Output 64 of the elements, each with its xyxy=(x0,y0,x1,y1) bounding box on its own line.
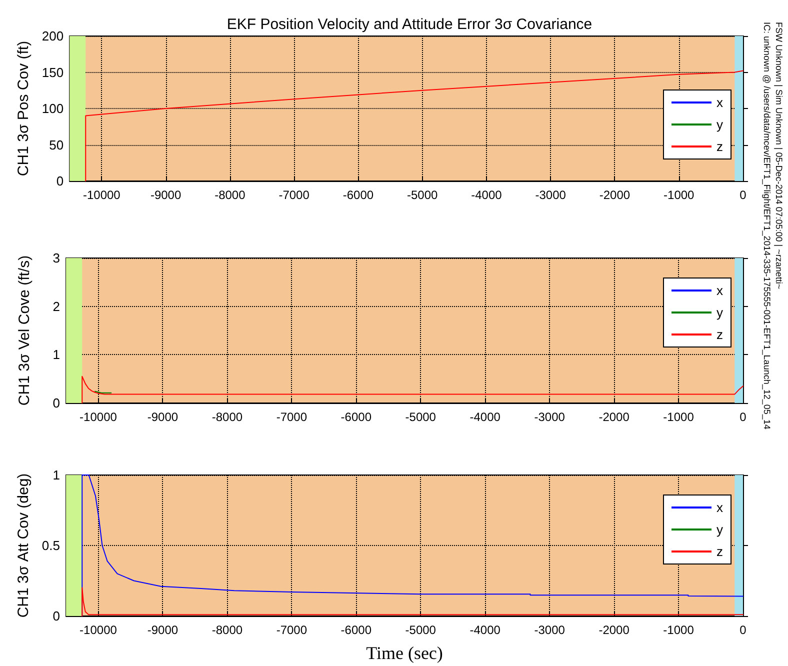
x-tick-label: -9000 xyxy=(150,188,182,202)
x-tick-label: -8000 xyxy=(212,410,243,424)
x-tick-label: -9000 xyxy=(147,623,178,637)
legend-label: z xyxy=(716,544,723,559)
x-tick-label: -6000 xyxy=(342,188,374,202)
x-tick-label: -10000 xyxy=(80,410,118,424)
x-tick-label: -9000 xyxy=(147,410,178,424)
x-axis-title: Time (sec) xyxy=(366,643,443,663)
legend-label: x xyxy=(716,283,724,298)
line-series xyxy=(82,587,744,616)
x-tick-label: -1000 xyxy=(664,188,695,202)
legend-label: y xyxy=(716,305,724,320)
x-tick-label: -1000 xyxy=(663,410,694,424)
x-tick-label: -2000 xyxy=(599,188,630,202)
y-tick-label: 1 xyxy=(52,468,60,482)
x-tick-label: -8000 xyxy=(214,188,246,202)
x-tick-label: -7000 xyxy=(278,188,310,202)
x-tick-label: -6000 xyxy=(340,410,372,424)
x-tick-label: -2000 xyxy=(598,623,630,637)
y-tick-label: 150 xyxy=(42,64,64,80)
y-tick-label: 100 xyxy=(42,101,64,116)
line-series xyxy=(85,70,744,182)
y-tick-label: 0.5 xyxy=(42,538,60,553)
legend-label: y xyxy=(716,522,724,537)
x-tick-label: -10000 xyxy=(80,623,118,637)
x-tick-label: -3000 xyxy=(534,623,566,637)
x-tick-label: -3000 xyxy=(535,188,566,202)
x-tick-label: -5000 xyxy=(405,410,436,424)
y-axis-title: CH1 3σ Vel Cove (ft/s) xyxy=(16,255,33,406)
text: FSW Unknown | Sim Unknown | 05-Dec-2014 07:05:00 | ~rzanetti~ xyxy=(773,22,785,292)
y-axis-title: CH1 3σ Att Cov (deg) xyxy=(15,473,32,618)
text: IC: unknown @ /users/data/mcev/EFT1_Flight/EFT1_2014-335-175555-001-EFT1_Launch_12_05_14 xyxy=(761,22,773,430)
legend-label: z xyxy=(716,139,723,154)
y-tick-label: 200 xyxy=(42,28,64,44)
y-tick-label: 0 xyxy=(56,174,64,188)
x-tick-label: -1000 xyxy=(663,623,694,637)
x-tick-label: -6000 xyxy=(340,623,372,637)
x-tick-label: -2000 xyxy=(598,410,630,424)
y-tick-label: 0 xyxy=(52,396,60,410)
x-tick-label: -4000 xyxy=(471,188,502,202)
x-tick-label: -7000 xyxy=(276,623,308,637)
y-tick-label: 1 xyxy=(52,347,60,362)
legend-label: x xyxy=(716,95,724,110)
legend-label: y xyxy=(716,117,724,132)
x-tick-label: 0 xyxy=(740,188,747,202)
x-tick-label: -7000 xyxy=(276,410,308,424)
chart-title: EKF Position Velocity and Attitude Error 3σ Covariance xyxy=(226,16,592,33)
x-tick-label: -4000 xyxy=(470,410,501,424)
y-axis-title: CH1 3σ Pos Cov (ft) xyxy=(15,40,32,176)
x-tick-label: -5000 xyxy=(406,188,438,202)
x-tick-label: -3000 xyxy=(534,410,566,424)
x-tick-label: 0 xyxy=(740,623,747,637)
legend-label: z xyxy=(716,327,723,342)
y-tick-label: 2 xyxy=(52,298,60,314)
y-tick-label: 0 xyxy=(52,608,60,624)
y-tick-label: 3 xyxy=(52,250,60,266)
x-tick-label: -4000 xyxy=(470,623,501,637)
x-tick-label: 0 xyxy=(740,410,747,424)
x-tick-label: -10000 xyxy=(82,188,121,202)
x-tick-label: -5000 xyxy=(405,623,436,637)
legend-label: x xyxy=(716,500,724,515)
y-tick-label: 50 xyxy=(49,137,64,152)
x-tick-label: -8000 xyxy=(212,623,243,637)
line-series xyxy=(82,376,744,404)
